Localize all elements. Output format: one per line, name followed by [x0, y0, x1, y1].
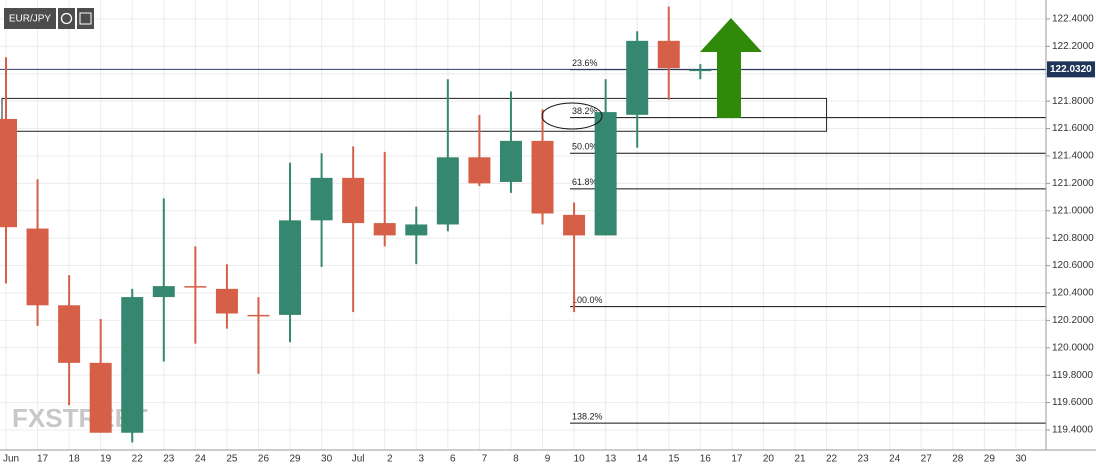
x-tick-label: 8: [513, 454, 519, 465]
candle-body: [436, 157, 459, 225]
y-tick-label: 121.8000: [1052, 96, 1094, 107]
candle-body: [689, 69, 712, 72]
candle-body: [563, 214, 586, 236]
y-tick-label: 119.8000: [1052, 370, 1093, 381]
highlight-ellipse: [541, 102, 603, 130]
x-tick-label: 18: [69, 454, 81, 465]
y-tick-label: 119.6000: [1052, 397, 1093, 408]
x-tick-label: 7: [482, 454, 488, 465]
y-tick-label: 120.8000: [1052, 233, 1094, 244]
candle-body: [468, 157, 491, 184]
y-tick-label: 121.2000: [1052, 178, 1094, 189]
x-tick-label: 3: [418, 454, 424, 465]
candle-body: [184, 286, 207, 288]
x-tick-label: 13: [605, 454, 617, 465]
y-tick-label: 120.2000: [1052, 315, 1094, 326]
x-tick-label: 30: [321, 454, 333, 465]
candle-body: [279, 220, 302, 315]
symbol: EUR/JPY: [9, 14, 52, 25]
fib-label: 100.0%: [572, 295, 603, 305]
x-tick-label: 24: [889, 454, 901, 465]
x-tick-label: 17: [731, 454, 743, 465]
x-tick-label: 30: [1015, 454, 1027, 465]
x-tick-label: 14: [637, 454, 649, 465]
x-tick-label: 15: [668, 454, 680, 465]
x-tick-label: 6: [450, 454, 456, 465]
x-tick-label: 29: [289, 454, 301, 465]
x-tick-label: 27: [921, 454, 933, 465]
x-tick-label: 9: [545, 454, 551, 465]
x-tick-label: 23: [163, 454, 175, 465]
y-tick-label: 119.4000: [1052, 425, 1093, 436]
x-tick-label: 26: [258, 454, 270, 465]
x-tick-label: 21: [794, 454, 806, 465]
candle-body: [594, 112, 617, 236]
fib-label: 50.0%: [572, 142, 598, 152]
settings-icon: [79, 12, 92, 25]
x-tick-label: Jul: [352, 454, 365, 465]
refresh-button[interactable]: [58, 8, 75, 29]
x-tick-label: 23: [858, 454, 870, 465]
x-tick-label: 2: [387, 454, 393, 465]
candle-body: [121, 297, 144, 433]
candle-body: [0, 118, 17, 228]
last-price-label: 122.0320: [1050, 64, 1092, 75]
last-price-tag: [1047, 61, 1095, 78]
symbol-box[interactable]: [4, 8, 56, 29]
y-tick-label: 120.4000: [1052, 288, 1094, 299]
background: [0, 0, 1046, 450]
candle-body: [342, 177, 365, 224]
candle-body: [310, 177, 333, 221]
y-tick-label: 120.6000: [1052, 260, 1094, 271]
x-tick-label: 24: [195, 454, 207, 465]
up-arrow: [700, 18, 762, 118]
candle-body: [373, 223, 396, 236]
x-tick-label: 22: [826, 454, 838, 465]
x-tick-label: 17: [37, 454, 49, 465]
zone: [1, 97, 828, 132]
plot: 23.6% 38.2% 50.0% 61.8% 100.0% 138.2%: [0, 6, 1046, 443]
x-tick-label: 19: [100, 454, 112, 465]
x-tick-label: 22: [132, 454, 144, 465]
y-tick-label: 122.2000: [1052, 41, 1094, 52]
candle-body: [89, 362, 112, 433]
fib-label: 61.8%: [572, 177, 598, 187]
candle-body: [405, 224, 428, 236]
fib-label: 138.2%: [572, 412, 603, 422]
candle-body: [499, 140, 522, 182]
fib-label: 38.2%: [572, 106, 598, 116]
candle-body: [531, 140, 554, 214]
x-tick-label: 28: [952, 454, 964, 465]
candle-body: [247, 314, 270, 317]
x-tick-label: 10: [574, 454, 586, 465]
x-tick-label: 25: [226, 454, 238, 465]
x-tick-label: 20: [763, 454, 775, 465]
x-tick-label: 16: [700, 454, 712, 465]
candle-body: [657, 40, 680, 69]
candle-body: [152, 286, 175, 298]
candle-body: [626, 40, 649, 115]
y-tick-label: 121.6000: [1052, 123, 1094, 134]
x-tick-label: Jun: [3, 454, 19, 465]
fib-label: 23.6%: [572, 58, 598, 68]
candle-body: [58, 305, 81, 363]
y-tick-label: 122.4000: [1052, 14, 1094, 25]
candle-body: [26, 228, 49, 306]
y-tick-label: 121.0000: [1052, 205, 1094, 216]
candle-body: [215, 288, 238, 314]
refresh-icon: [60, 12, 73, 25]
x-tick-label: 29: [984, 454, 996, 465]
y-tick-label: 120.0000: [1052, 342, 1094, 353]
y-tick-label: 121.4000: [1052, 151, 1094, 162]
